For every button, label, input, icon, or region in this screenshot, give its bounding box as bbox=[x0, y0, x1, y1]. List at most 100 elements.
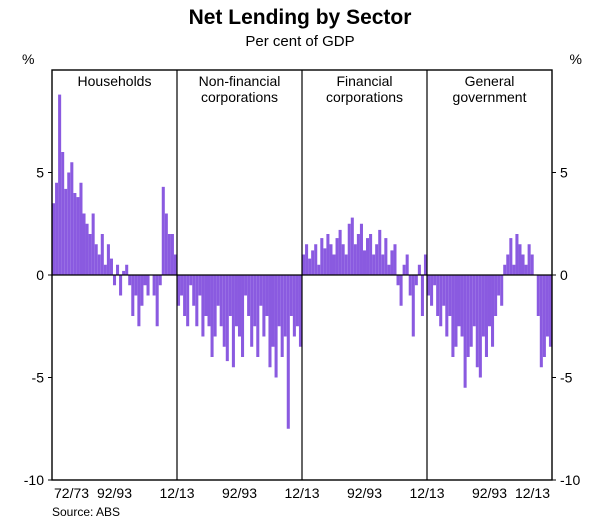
bar bbox=[409, 275, 412, 296]
bar bbox=[241, 275, 244, 357]
source-label: Source: ABS bbox=[52, 505, 120, 519]
bar bbox=[470, 275, 473, 347]
bar bbox=[454, 275, 457, 347]
bar bbox=[183, 275, 186, 316]
bar bbox=[406, 255, 409, 276]
bar bbox=[281, 275, 284, 357]
bar bbox=[165, 214, 168, 276]
bar bbox=[369, 234, 372, 275]
bar bbox=[323, 248, 326, 275]
bar bbox=[500, 275, 503, 306]
bar bbox=[336, 238, 339, 275]
bar bbox=[278, 275, 281, 326]
chart-container: Net Lending by SectorPer cent of GDP%%-1… bbox=[0, 0, 600, 524]
x-tick-label: 92/93 bbox=[347, 485, 382, 501]
bar bbox=[198, 275, 201, 296]
bar bbox=[485, 275, 488, 357]
bar bbox=[317, 265, 320, 275]
bar bbox=[217, 275, 220, 306]
bar bbox=[494, 275, 497, 316]
bar bbox=[451, 275, 454, 357]
bar bbox=[360, 224, 363, 275]
bar bbox=[147, 275, 150, 296]
net-lending-chart: Net Lending by SectorPer cent of GDP%%-1… bbox=[0, 0, 600, 524]
bar bbox=[89, 234, 92, 275]
bar bbox=[265, 275, 268, 316]
bar bbox=[61, 152, 64, 275]
bar bbox=[110, 259, 113, 275]
bar bbox=[390, 250, 393, 275]
bar bbox=[131, 275, 134, 316]
bar bbox=[64, 189, 67, 275]
bar bbox=[442, 275, 445, 306]
chart-subtitle: Per cent of GDP bbox=[245, 33, 354, 50]
bar bbox=[497, 275, 500, 296]
bar bbox=[457, 275, 460, 326]
bar bbox=[58, 95, 61, 275]
bar bbox=[204, 275, 207, 316]
bar bbox=[223, 275, 226, 347]
bar bbox=[207, 275, 210, 326]
bar bbox=[275, 275, 278, 378]
bar bbox=[518, 244, 521, 275]
bar bbox=[461, 275, 464, 337]
x-tick-label: 72/73 bbox=[54, 485, 89, 501]
bar bbox=[354, 244, 357, 275]
bar bbox=[137, 275, 140, 326]
y-tick-label-right: -5 bbox=[560, 370, 573, 386]
panel-label: Financial bbox=[336, 73, 392, 89]
bar bbox=[488, 275, 491, 326]
bar bbox=[525, 265, 528, 275]
bar bbox=[412, 275, 415, 337]
bar bbox=[55, 183, 58, 275]
bar bbox=[214, 275, 217, 337]
bar bbox=[171, 234, 174, 275]
bar bbox=[143, 275, 146, 285]
bar bbox=[381, 255, 384, 276]
x-tick-label: 92/93 bbox=[97, 485, 132, 501]
bar bbox=[345, 255, 348, 276]
bar bbox=[156, 275, 159, 326]
bar bbox=[476, 275, 479, 367]
panel-label: corporations bbox=[326, 89, 403, 105]
panel-label: General bbox=[465, 73, 515, 89]
y-tick-label-left: -10 bbox=[24, 472, 44, 488]
bar bbox=[531, 255, 534, 276]
bar bbox=[439, 275, 442, 326]
bar bbox=[238, 275, 241, 337]
bar bbox=[415, 275, 418, 285]
bar bbox=[387, 265, 390, 275]
bar bbox=[211, 275, 214, 357]
y-unit-left: % bbox=[22, 51, 34, 67]
bar bbox=[537, 275, 540, 316]
bar bbox=[515, 234, 518, 275]
panel-label: Non-financial bbox=[199, 73, 281, 89]
bar bbox=[253, 275, 256, 326]
bar bbox=[287, 275, 290, 429]
bar bbox=[479, 275, 482, 378]
bar bbox=[195, 275, 198, 326]
bar bbox=[430, 275, 433, 306]
bar bbox=[491, 275, 494, 347]
bar bbox=[296, 275, 299, 326]
bar bbox=[76, 197, 79, 275]
bar bbox=[342, 244, 345, 275]
bar bbox=[311, 250, 314, 275]
bar bbox=[522, 255, 525, 276]
bar bbox=[363, 250, 366, 275]
bar bbox=[397, 275, 400, 285]
bar bbox=[506, 255, 509, 276]
bar bbox=[320, 238, 323, 275]
y-tick-label-right: -10 bbox=[560, 472, 580, 488]
bar bbox=[308, 259, 311, 275]
bar bbox=[448, 275, 451, 316]
bar bbox=[140, 275, 143, 306]
bar bbox=[348, 224, 351, 275]
bar bbox=[119, 275, 122, 296]
bar bbox=[357, 234, 360, 275]
bar bbox=[384, 238, 387, 275]
bar bbox=[250, 275, 253, 347]
x-tick-label: 12/13 bbox=[409, 485, 444, 501]
bar bbox=[220, 275, 223, 326]
bar bbox=[433, 275, 436, 285]
